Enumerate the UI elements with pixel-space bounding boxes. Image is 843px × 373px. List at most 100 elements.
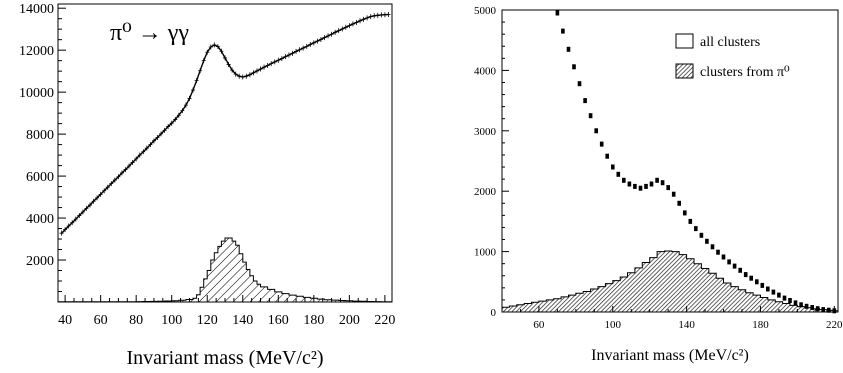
x-tick-label: 100 bbox=[605, 319, 622, 331]
histogram-bars bbox=[501, 250, 839, 313]
legend: all clusters clusters from π⁰ bbox=[675, 33, 790, 80]
y-tick-label: 10000 bbox=[19, 86, 54, 101]
data-point bbox=[755, 279, 759, 285]
x-tick-label: 220 bbox=[374, 313, 395, 328]
legend-label-pi0: clusters from π⁰ bbox=[700, 65, 790, 80]
x-tick-label: 220 bbox=[826, 319, 843, 331]
x-tick-label: 120 bbox=[197, 313, 218, 328]
data-point bbox=[677, 200, 681, 206]
data-point bbox=[605, 153, 609, 159]
y-tick-label: 3000 bbox=[474, 126, 497, 138]
left-y-ticks: 2000 4000 6000 8000 10000 12000 14000 bbox=[19, 2, 66, 303]
data-point bbox=[721, 254, 726, 260]
legend-label-all-clusters: all clusters bbox=[700, 35, 760, 50]
y-tick-label: 0 bbox=[491, 307, 497, 319]
right-x-axis-label: Invariant mass (MeV/c²) bbox=[591, 347, 749, 364]
data-point bbox=[694, 226, 698, 232]
data-point bbox=[583, 98, 587, 104]
x-tick-label: 160 bbox=[268, 313, 289, 328]
left-pi0-histogram bbox=[57, 237, 393, 303]
y-tick-label: 8000 bbox=[26, 128, 54, 143]
data-point bbox=[788, 298, 792, 303]
data-point bbox=[633, 183, 637, 189]
x-tick-label: 40 bbox=[58, 313, 72, 328]
data-point bbox=[594, 128, 598, 134]
y-tick-label: 5000 bbox=[474, 5, 497, 17]
y-tick-label: 2000 bbox=[474, 186, 497, 198]
data-point bbox=[827, 307, 831, 313]
data-point bbox=[644, 183, 648, 189]
data-point bbox=[666, 185, 670, 191]
y-tick-label: 12000 bbox=[19, 44, 54, 59]
data-point bbox=[705, 238, 709, 244]
data-point bbox=[804, 303, 809, 309]
data-point bbox=[821, 307, 825, 313]
data-point bbox=[749, 275, 753, 281]
data-point bbox=[771, 289, 776, 295]
x-tick-label: 140 bbox=[678, 319, 695, 331]
data-point bbox=[611, 164, 615, 170]
data-point bbox=[727, 259, 731, 265]
data-point bbox=[699, 232, 704, 238]
x-tick-label: 180 bbox=[752, 319, 769, 331]
left-fit-curve bbox=[61, 13, 389, 234]
y-tick-label: 2000 bbox=[26, 254, 54, 269]
data-point bbox=[683, 210, 687, 216]
x-tick-label: 80 bbox=[129, 313, 143, 328]
right-chart: 60 100 140 180 220 0 1000 2000 3000 4000 5000 all… bbox=[474, 5, 843, 364]
data-point bbox=[555, 10, 560, 16]
x-tick-label: 200 bbox=[339, 313, 360, 328]
data-point bbox=[777, 292, 781, 298]
x-tick-label: 100 bbox=[161, 313, 182, 328]
left-x-axis-label: Invariant mass (MeV/c²) bbox=[126, 347, 323, 369]
x-tick-label: 60 bbox=[533, 319, 545, 331]
data-point bbox=[671, 191, 676, 197]
histogram-bars bbox=[57, 237, 393, 303]
data-point bbox=[599, 141, 604, 147]
data-point bbox=[561, 28, 565, 34]
data-point bbox=[627, 181, 632, 187]
data-point bbox=[738, 267, 742, 273]
data-point bbox=[655, 177, 659, 183]
right-y-ticks: 0 1000 2000 3000 4000 5000 bbox=[474, 5, 509, 319]
x-tick-label: 140 bbox=[232, 313, 253, 328]
data-point bbox=[622, 177, 626, 183]
data-point bbox=[743, 272, 748, 278]
data-point bbox=[710, 244, 715, 250]
legend-swatch-pi0 bbox=[675, 63, 694, 79]
y-tick-label: 14000 bbox=[19, 2, 54, 17]
y-tick-label: 6000 bbox=[26, 170, 54, 185]
y-tick-label: 4000 bbox=[474, 65, 497, 77]
data-point bbox=[566, 46, 571, 52]
right-all-clusters-points bbox=[555, 10, 837, 314]
x-tick-label: 60 bbox=[94, 313, 108, 328]
data-point bbox=[649, 181, 654, 187]
data-point bbox=[766, 286, 770, 292]
data-point bbox=[616, 171, 621, 177]
y-tick-label: 4000 bbox=[26, 212, 54, 227]
data-point bbox=[732, 263, 737, 269]
right-pi0-histogram bbox=[501, 250, 839, 313]
legend-swatch-all-clusters bbox=[675, 33, 694, 49]
data-point bbox=[760, 282, 765, 288]
data-point bbox=[59, 230, 64, 236]
left-annotation: π⁰ → γγ bbox=[110, 20, 189, 46]
y-tick-label: 1000 bbox=[474, 247, 497, 259]
data-point bbox=[799, 302, 803, 308]
data-point bbox=[572, 64, 576, 70]
data-point bbox=[793, 300, 798, 306]
data-point bbox=[688, 218, 693, 224]
data-point bbox=[638, 185, 643, 191]
left-chart: 40 60 80 100 120 140 160 180 200 220 2000 4000 6000… bbox=[19, 2, 395, 369]
data-point bbox=[577, 81, 582, 87]
data-point bbox=[660, 180, 665, 186]
data-point bbox=[716, 249, 720, 255]
data-point bbox=[588, 113, 593, 119]
x-tick-label: 180 bbox=[303, 313, 324, 328]
data-point bbox=[815, 306, 820, 312]
left-x-ticks: 40 60 80 100 120 140 160 180 200 220 bbox=[58, 295, 395, 328]
data-point bbox=[782, 295, 787, 301]
data-point bbox=[810, 305, 814, 310]
